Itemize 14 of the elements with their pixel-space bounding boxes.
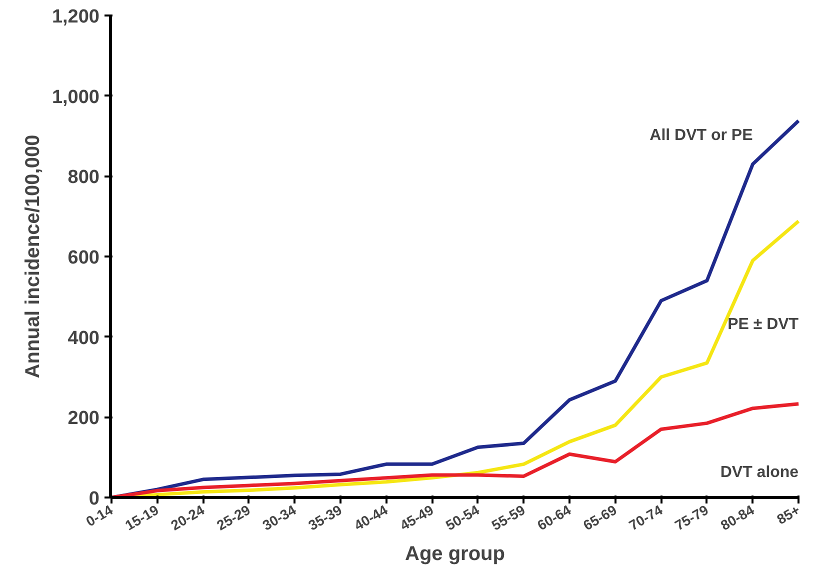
x-axis-title: Age group bbox=[405, 543, 506, 566]
y-axis-title: Annual incidence/100,000 bbox=[22, 134, 44, 378]
series-label: PE ± DVT bbox=[728, 316, 799, 334]
y-tick-label: 800 bbox=[68, 167, 100, 188]
y-tick-label: 1,000 bbox=[52, 86, 100, 108]
x-tick-label: 45-49 bbox=[397, 501, 436, 534]
series-label: All DVT or PE bbox=[650, 127, 754, 144]
y-tick-label: 0 bbox=[88, 488, 100, 510]
y-tick-label: 400 bbox=[68, 328, 100, 349]
y-tick-label: 600 bbox=[68, 248, 100, 268]
y-tick-label: 1,200 bbox=[52, 6, 100, 28]
y-tick-label: 200 bbox=[68, 408, 100, 430]
x-tick-label: 85+ bbox=[774, 502, 803, 528]
text: DVT alone bbox=[720, 464, 799, 481]
